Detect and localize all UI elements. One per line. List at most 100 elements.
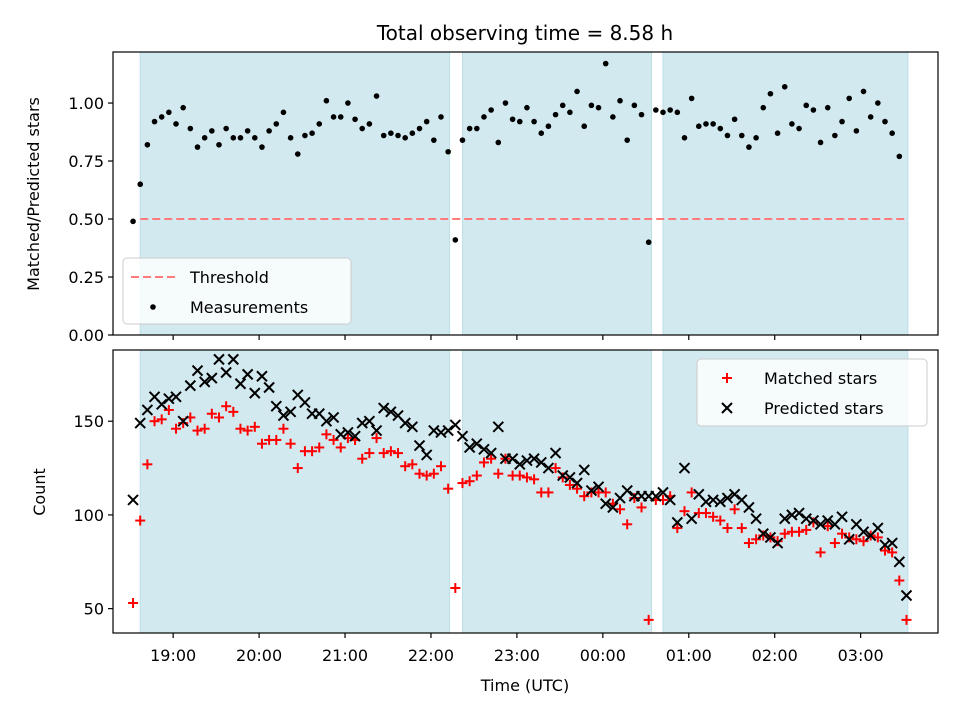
matched-point	[457, 478, 468, 489]
matched-point	[858, 536, 869, 547]
measurement-point	[588, 102, 595, 109]
marker-stroke	[370, 424, 383, 437]
observing-interval	[461, 349, 653, 634]
matched-point	[829, 538, 840, 549]
marker-stroke	[664, 494, 676, 506]
x-tick-label: 20:00	[236, 646, 282, 665]
measurement-point	[631, 102, 638, 109]
marker-stroke	[335, 428, 347, 441]
matched-point	[242, 425, 253, 436]
marker-stroke	[721, 492, 734, 504]
marker-stroke	[514, 458, 526, 471]
matched-point	[156, 414, 167, 425]
measurement-point	[781, 83, 788, 90]
legend: Matched stars Predicted stars	[696, 358, 928, 427]
predicted-point	[514, 458, 526, 471]
measurement-point	[166, 109, 172, 116]
matched-point	[328, 434, 339, 445]
matched-point	[622, 519, 633, 530]
predicted-point	[843, 533, 855, 545]
matched-point	[206, 408, 217, 419]
marker-stroke	[163, 393, 175, 405]
measurement-point	[746, 144, 752, 150]
matched-point	[822, 521, 833, 532]
marker-stroke	[299, 396, 311, 409]
marker-stroke	[836, 511, 848, 523]
predicted-point	[206, 372, 218, 384]
matched-point	[743, 538, 754, 549]
measurement-point	[710, 121, 716, 127]
predicted-point	[779, 512, 791, 525]
measurement-point	[882, 118, 888, 125]
predicted-point	[814, 518, 827, 531]
matched-point	[686, 487, 697, 498]
marker-stroke	[220, 366, 232, 379]
measurement-point	[144, 141, 151, 148]
marker-stroke	[377, 402, 390, 414]
measurement-point	[151, 118, 158, 125]
measurement-point	[660, 109, 666, 116]
matched-point	[837, 528, 848, 539]
marker-stroke	[872, 522, 884, 534]
marker-stroke	[886, 537, 898, 549]
measurement-point	[674, 109, 681, 116]
measurement-point	[459, 137, 466, 143]
measurement-point	[495, 139, 502, 146]
marker-stroke	[779, 512, 791, 525]
measurement-point	[875, 100, 881, 106]
matched-point	[543, 487, 554, 498]
predicted-point	[327, 411, 340, 424]
measurement-point	[481, 114, 487, 120]
marker-stroke	[327, 411, 340, 424]
measurement-point	[531, 118, 537, 125]
measurement-point	[645, 239, 652, 246]
marker-stroke	[270, 400, 282, 412]
marker-stroke	[621, 484, 633, 497]
predicted-point	[528, 452, 540, 465]
predicted-point	[592, 481, 605, 493]
measurement-point	[688, 95, 695, 102]
marker-stroke	[678, 462, 691, 474]
axes-frame	[112, 349, 939, 634]
marker-stroke	[313, 408, 325, 420]
y-tick-label: 0.50	[68, 210, 104, 229]
marker-stroke	[392, 409, 404, 422]
predicted-point	[714, 496, 726, 508]
measurement-point	[244, 128, 251, 134]
bottom-panel: 50 100 150 19:00 20:00 21:00 22:00 23:00 00:00 01…	[73, 349, 939, 665]
matched-point	[679, 506, 690, 517]
matched-point	[643, 614, 654, 625]
marker-stroke	[198, 376, 211, 388]
marker-stroke	[793, 507, 805, 519]
measurement-point	[581, 123, 588, 130]
predicted-point	[413, 439, 426, 452]
marker-stroke	[184, 379, 197, 392]
chart-title: Total observing time = 8.58 h	[376, 21, 673, 45]
predicted-point	[857, 526, 870, 538]
matched-point	[428, 468, 439, 479]
measurement-point	[395, 132, 401, 139]
measurement-point	[853, 128, 860, 134]
measurement-point	[380, 132, 387, 139]
matched-point	[142, 459, 153, 470]
predicted-point	[155, 398, 168, 411]
measurement-point	[738, 132, 745, 139]
legend-box	[696, 358, 928, 427]
marker-stroke	[728, 488, 741, 501]
predicted-point	[406, 421, 419, 433]
matched-point	[486, 453, 497, 464]
matched-point	[887, 547, 898, 558]
marker-stroke	[363, 415, 376, 427]
matched-point	[249, 421, 260, 432]
matched-point	[700, 508, 711, 519]
observing-interval	[461, 51, 653, 336]
x-tick-label: 02:00	[752, 646, 798, 665]
legend-measurements-label: Measurements	[190, 298, 308, 317]
marker-stroke	[900, 589, 913, 602]
marker-stroke	[342, 426, 354, 439]
predicted-point	[385, 406, 397, 418]
matched-point	[414, 468, 425, 479]
predicted-point	[177, 415, 189, 427]
measurement-point	[373, 93, 380, 99]
predicted-point	[671, 516, 684, 529]
